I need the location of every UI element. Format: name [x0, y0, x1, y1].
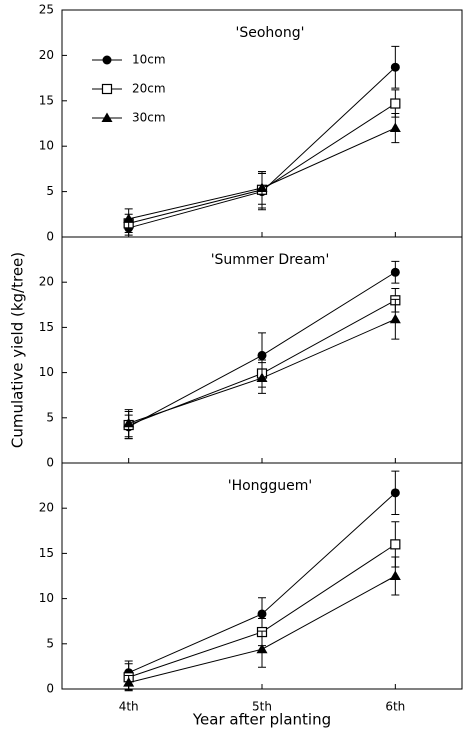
y-tick-label: 10: [39, 591, 54, 605]
y-tick-label: 20: [39, 275, 54, 289]
y-axis-label: Cumulative yield (kg/tree): [9, 252, 27, 448]
y-tick-label: 10: [39, 139, 54, 153]
marker: [257, 609, 267, 619]
chart-title: 'Hongguem': [228, 478, 313, 494]
marker: [390, 98, 401, 109]
y-tick-label: 5: [46, 636, 54, 650]
y-tick-label: 15: [39, 93, 54, 107]
x-tick-label: 5th: [252, 700, 272, 714]
marker: [101, 112, 113, 122]
marker: [123, 417, 135, 428]
x-tick-label: 4th: [119, 700, 139, 714]
y-tick-label: 20: [39, 501, 54, 515]
y-tick-label: 5: [46, 184, 54, 198]
x-tick-label: 6th: [385, 700, 405, 714]
y-tick-label: 20: [39, 48, 54, 62]
marker: [123, 213, 135, 223]
marker: [390, 539, 401, 550]
y-tick-label: 15: [39, 320, 54, 334]
marker: [390, 62, 400, 72]
marker: [389, 570, 401, 580]
marker: [389, 313, 401, 324]
marker: [256, 643, 268, 654]
marker: [390, 267, 400, 277]
marker: [257, 350, 267, 360]
y-tick-label: 0: [46, 456, 54, 470]
marker: [389, 122, 401, 133]
marker: [101, 83, 113, 95]
marker: [256, 182, 268, 192]
legend-label: 10cm: [132, 53, 166, 67]
chart-title: 'Summer Dream': [211, 252, 330, 268]
y-tick-label: 0: [46, 230, 54, 244]
y-tick-label: 5: [46, 410, 54, 424]
y-tick-label: 25: [39, 3, 54, 17]
legend-label: 20cm: [132, 82, 166, 96]
marker: [256, 372, 268, 383]
marker: [102, 55, 112, 65]
y-tick-label: 0: [46, 682, 54, 696]
marker: [390, 488, 400, 498]
marker: [123, 677, 135, 687]
y-tick-label: 15: [39, 546, 54, 560]
chart-title: 'Seohong': [236, 25, 305, 41]
y-tick-label: 10: [39, 365, 54, 379]
x-axis-label: Year after planting: [192, 711, 331, 729]
legend-label: 30cm: [132, 111, 166, 125]
